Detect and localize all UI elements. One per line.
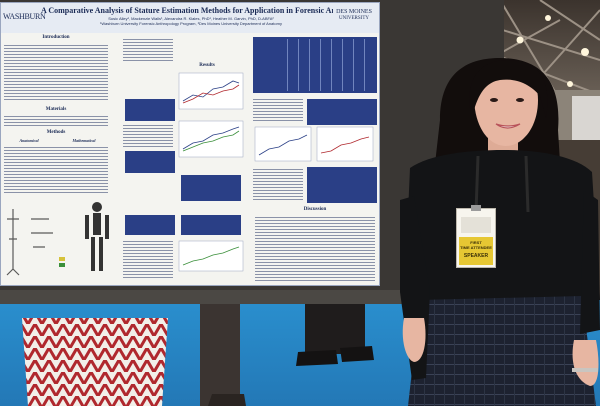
badge-ribbon-line2: TIME ATTENDEE xyxy=(460,245,492,250)
badge-name-area xyxy=(461,217,491,233)
hair-front xyxy=(469,60,548,118)
bracelet xyxy=(572,368,598,372)
right-text-1 xyxy=(253,97,303,121)
poster: WASHBURN A Comparative Analysis of Statu… xyxy=(0,2,380,286)
lanyard xyxy=(474,155,530,213)
skirt xyxy=(408,296,596,406)
heading-discussion: Discussion xyxy=(303,207,327,212)
materials-text-lines xyxy=(4,114,108,128)
badge-ribbon-line1: FIRST xyxy=(470,240,482,245)
poster-title-bar xyxy=(1,3,379,33)
results-table-2 xyxy=(125,151,175,173)
heading-anatomical: Anatomical xyxy=(19,138,39,143)
arm-right xyxy=(580,190,600,334)
hand-right xyxy=(572,340,599,386)
right-text-2 xyxy=(253,167,303,201)
right-table-grid xyxy=(277,39,375,91)
badge-ribbon-line3: SPEAKER xyxy=(463,253,489,259)
poster-title: A Comparative Analysis of Stature Estima… xyxy=(41,6,333,15)
logo-des-moines: DES MOINES UNIVERSITY xyxy=(331,9,377,22)
person-shoe xyxy=(208,394,246,406)
poster-authors: Susic Alley¹, Mackenzie Walls¹, Alexandr… xyxy=(108,16,274,21)
poster-board-edge xyxy=(0,290,504,304)
heading-mathematical: Mathematical xyxy=(72,138,96,143)
distant-banner xyxy=(572,96,600,140)
person-legs-left xyxy=(200,304,240,406)
right-graphs xyxy=(254,126,374,162)
results-graphs xyxy=(178,72,244,272)
face xyxy=(474,66,538,146)
eye-left xyxy=(490,98,498,102)
poster-affiliation: ¹Washburn University Forensic Anthropolo… xyxy=(100,21,282,26)
logo-washburn: WASHBURN xyxy=(3,12,46,21)
person-shoes-right xyxy=(296,346,374,366)
heading-methods: Methods xyxy=(46,130,66,135)
heading-results: Results xyxy=(199,63,215,68)
patterned-dress xyxy=(22,318,168,406)
badge-ribbon: FIRST TIME ATTENDEE SPEAKER xyxy=(459,237,493,265)
discussion-text-lines xyxy=(255,215,375,281)
right-table-3 xyxy=(307,167,377,203)
badge-clip xyxy=(471,205,481,211)
intro-text-lines xyxy=(4,43,108,101)
right-table-2 xyxy=(307,99,377,125)
eye-right xyxy=(516,98,524,102)
heading-introduction: Introduction xyxy=(42,35,70,40)
logo-des-moines-line2: UNIVERSITY xyxy=(339,16,369,21)
middle-column-text-2 xyxy=(123,123,173,149)
methods-text-lines xyxy=(4,145,108,195)
middle-column-text xyxy=(123,37,173,61)
hand-left xyxy=(402,318,426,362)
logo-des-moines-line1: DES MOINES xyxy=(336,9,372,15)
person-legs-right xyxy=(305,304,365,354)
skeleton-figures xyxy=(6,202,109,276)
results-table-4 xyxy=(181,215,241,235)
results-table-3 xyxy=(181,175,241,201)
name-badge: FIRST TIME ATTENDEE SPEAKER xyxy=(456,205,496,268)
smile xyxy=(495,123,521,129)
results-table-1 xyxy=(125,99,175,121)
results-table-5 xyxy=(125,215,175,235)
heading-materials: Materials xyxy=(45,107,67,112)
middle-column-text-3 xyxy=(123,239,173,279)
torso-top xyxy=(404,150,600,304)
